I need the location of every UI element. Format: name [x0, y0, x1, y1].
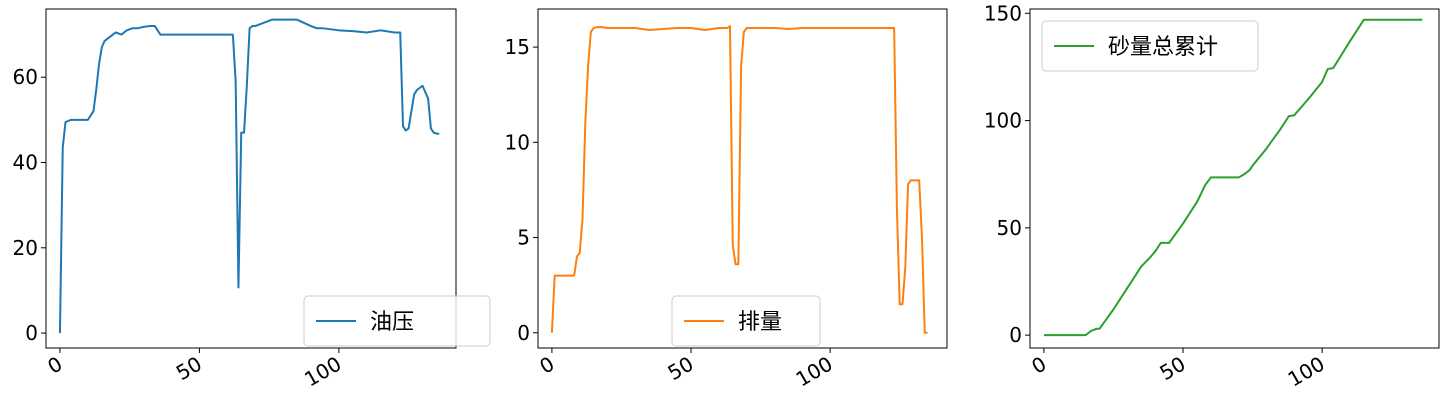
series-line-2-1: [550, 25, 928, 334]
legend-box: [303, 295, 491, 347]
y-tick-label: 5: [517, 226, 530, 250]
chart-panel-1: 0 50 100 0 20 40 60 油压: [13, 8, 491, 392]
y-tick-label: 60: [13, 65, 38, 89]
chart-panel-3: 0 50 100 0 50 100 150 砂量总累计: [984, 1, 1440, 392]
series-line-1-1: [58, 18, 440, 334]
legend-box: [1041, 20, 1259, 72]
x-tick-label: 100: [300, 352, 345, 392]
y-tick-label: 40: [13, 151, 38, 175]
axes-frame: [1029, 8, 1440, 349]
legend-label: 砂量总累计: [1108, 35, 1218, 60]
y-tick-label: 0: [517, 321, 530, 345]
y-tick-label: 0: [1009, 323, 1022, 347]
chart-panel-2: 0 50 100 0 5 10 15 排量: [505, 8, 948, 392]
x-tick-label: 0: [1027, 352, 1050, 379]
legend: 砂量总累计: [1041, 20, 1259, 72]
x-tick-label: 50: [1155, 352, 1189, 386]
y-tick-label: 10: [505, 130, 530, 154]
series-line-3-1: [1043, 18, 1423, 337]
x-tick-label: 50: [663, 352, 697, 386]
legend-label: 油压: [370, 310, 414, 335]
x-tick-label: 100: [1284, 352, 1329, 392]
legend: 排量: [671, 295, 821, 347]
legend-box: [671, 295, 821, 347]
x-tick-label: 0: [43, 352, 66, 379]
axes-frame: [537, 8, 948, 349]
axes-frame: [45, 8, 457, 349]
legend-label: 排量: [738, 310, 782, 335]
y-tick-label: 20: [13, 236, 38, 260]
x-tick-label: 0: [535, 352, 558, 379]
y-tick-label: 100: [984, 109, 1022, 133]
x-tick-label: 50: [172, 352, 206, 386]
x-tick-label: 100: [792, 352, 837, 392]
y-tick-label: 15: [505, 35, 530, 59]
y-tick-label: 150: [984, 1, 1022, 25]
y-tick-label: 50: [997, 216, 1022, 240]
y-tick-label: 0: [25, 321, 38, 345]
legend: 油压: [303, 295, 491, 347]
